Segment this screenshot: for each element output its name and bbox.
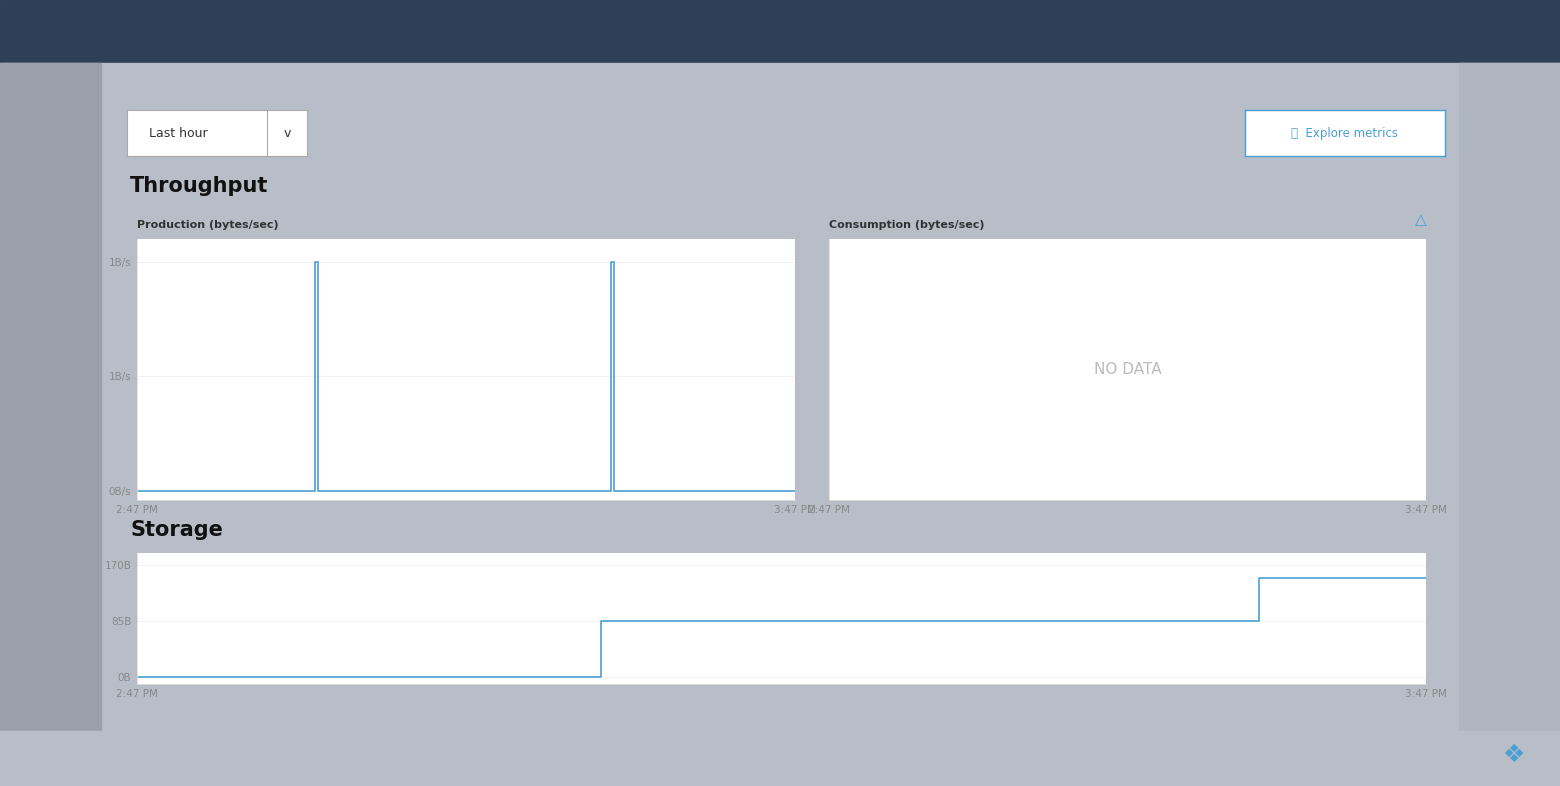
Text: v: v <box>284 127 290 141</box>
Text: NO DATA: NO DATA <box>1094 362 1162 377</box>
Text: Storage: Storage <box>129 520 223 540</box>
Bar <box>0 0 1560 63</box>
Text: Consumption (bytes/sec): Consumption (bytes/sec) <box>828 220 984 230</box>
Text: Throughput: Throughput <box>129 176 268 196</box>
Text: △: △ <box>1415 211 1426 226</box>
Text: Production (bytes/sec): Production (bytes/sec) <box>137 220 279 230</box>
Bar <box>0 63 101 786</box>
Text: ⬛  Explore metrics: ⬛ Explore metrics <box>1292 127 1398 141</box>
Bar <box>1459 63 1560 786</box>
Text: ❖: ❖ <box>1504 743 1526 766</box>
Bar <box>0 731 1560 786</box>
Text: Last hour: Last hour <box>148 127 207 141</box>
